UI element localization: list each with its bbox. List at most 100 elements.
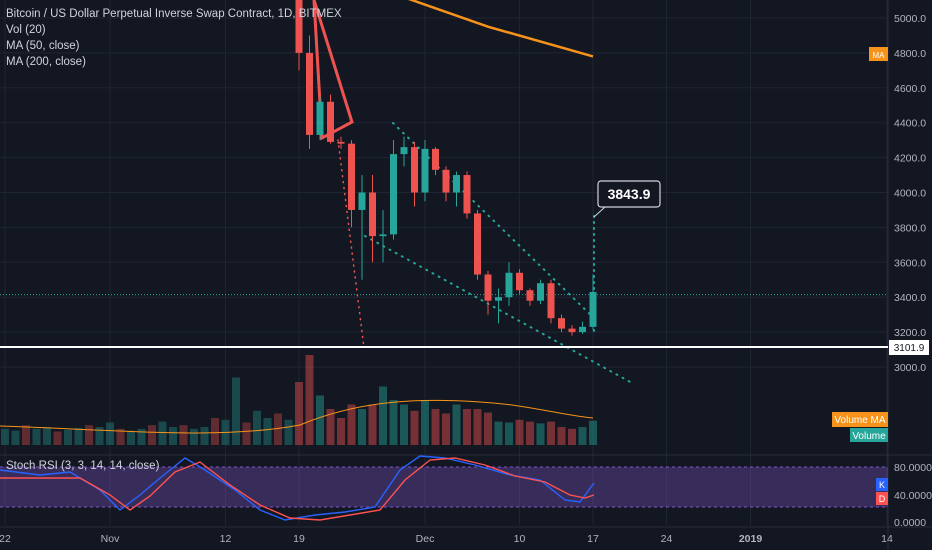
- volume-bar: [515, 419, 524, 445]
- candle-body: [316, 101, 324, 135]
- price-tick-label: 4400.0: [894, 118, 926, 130]
- price-tick-label: 3600.0: [894, 257, 926, 269]
- volume-bar: [179, 425, 188, 445]
- volume-bar: [137, 428, 146, 445]
- time-tick-label: 14: [881, 533, 893, 545]
- volume-bar: [64, 429, 72, 445]
- volume-bar: [148, 425, 156, 445]
- volume-bar: [452, 404, 461, 445]
- grid: [0, 0, 888, 525]
- stoch-d-badge: [876, 492, 888, 505]
- volume-bar: [53, 431, 62, 445]
- volume-bar: [95, 427, 104, 445]
- volume-bar: [505, 422, 513, 445]
- volume-bar: [200, 427, 209, 445]
- volume-bar: [410, 410, 419, 445]
- candle-body: [390, 154, 397, 235]
- ma-badge-text: MA: [873, 51, 886, 60]
- volume-bar: [232, 377, 240, 445]
- candle-body: [348, 143, 355, 210]
- candle-body: [547, 283, 555, 319]
- volume-bar: [211, 418, 219, 445]
- volume-bar: [274, 413, 282, 445]
- triangle-pattern: [312, 0, 354, 141]
- volume-badge: [850, 428, 888, 442]
- legend-vol[interactable]: Vol (20): [6, 24, 46, 36]
- price-callout-text: 3843.9: [608, 186, 651, 202]
- volume-bar: [169, 427, 177, 445]
- time-tick-label: 12: [220, 533, 232, 545]
- volume-bar: [421, 400, 429, 445]
- volume-bar: [253, 410, 261, 445]
- candle-body: [589, 291, 597, 327]
- price-tick-label: 3000.0: [894, 362, 926, 374]
- price-tick-label: 4200.0: [894, 153, 926, 165]
- volume-bar: [400, 404, 408, 445]
- trendline-red: [337, 139, 365, 349]
- volume-bar: [431, 409, 440, 445]
- volume-bar: [557, 427, 566, 445]
- candle-body: [558, 318, 565, 329]
- volume-bar: [284, 419, 293, 445]
- candle-body: [442, 169, 450, 193]
- time-tick-label: 2019: [739, 533, 763, 545]
- level-label: 3101.9: [889, 340, 929, 355]
- volume-bar: [484, 412, 492, 445]
- volume-badge-text: Volume: [852, 431, 886, 442]
- candle-body: [400, 147, 408, 155]
- legend-ma200[interactable]: MA (200, close): [6, 56, 86, 68]
- trendline-lower: [364, 235, 633, 384]
- stoch-tick-label: 80.0000: [894, 462, 932, 474]
- time-tick-label: Dec: [416, 533, 435, 545]
- legend: Bitcoin / US Dollar Perpetual Inverse Sw…: [6, 6, 342, 70]
- stoch-tick-label: 0.0000: [894, 517, 926, 529]
- candle-body: [379, 234, 387, 237]
- stoch-k-badge: [876, 478, 888, 491]
- chart-title[interactable]: Bitcoin / US Dollar Perpetual Inverse Sw…: [6, 8, 342, 20]
- volume-bar: [295, 382, 303, 445]
- volume-bar: [1, 428, 9, 445]
- time-tick-label: 24: [661, 533, 673, 545]
- ma-badge: [869, 47, 888, 61]
- price-callout-pointer: [593, 206, 606, 218]
- price-tick-label: 4800.0: [894, 48, 926, 60]
- legend-ma50[interactable]: MA (50, close): [6, 40, 80, 52]
- volume-bar: [547, 421, 555, 445]
- volume-bar: [74, 427, 83, 445]
- volume-bar: [316, 395, 324, 445]
- price-tick-label: 4000.0: [894, 188, 926, 200]
- volume-bar: [242, 422, 251, 445]
- candle-body: [495, 297, 502, 301]
- stoch-band: [0, 467, 888, 507]
- candle-body: [306, 52, 313, 135]
- price-tick-label: 3400.0: [894, 292, 926, 304]
- candle-body: [474, 213, 481, 275]
- volume-ma-line: [0, 399, 594, 434]
- volume-bar: [463, 409, 471, 445]
- level-label-text: 3101.9: [894, 343, 925, 354]
- candle-body: [421, 148, 429, 193]
- candle-body: [358, 192, 366, 210]
- volume-bar: [127, 430, 135, 445]
- volume-bar: [11, 430, 20, 445]
- volume-bar: [589, 420, 597, 445]
- level-label-box: [889, 340, 929, 355]
- price-callout-box: [597, 180, 661, 208]
- volume-bar: [85, 425, 93, 445]
- candle-body: [568, 328, 576, 333]
- volume-bar: [347, 404, 356, 445]
- volume-bar: [473, 409, 482, 445]
- time-tick-label: 22: [0, 533, 11, 545]
- candle-body: [327, 101, 334, 142]
- volume-bar: [263, 418, 272, 445]
- candle-body: [484, 274, 492, 301]
- candle-body: [295, 0, 303, 53]
- volume-bar: [22, 425, 30, 445]
- candle-body: [537, 283, 544, 301]
- volume-bar: [305, 355, 314, 445]
- volume-ma-badge-text: Volume MA: [834, 415, 885, 426]
- legend-stoch-rsi[interactable]: Stoch RSI (3, 3, 14, 14, close): [6, 460, 160, 472]
- volume-bar: [326, 409, 335, 445]
